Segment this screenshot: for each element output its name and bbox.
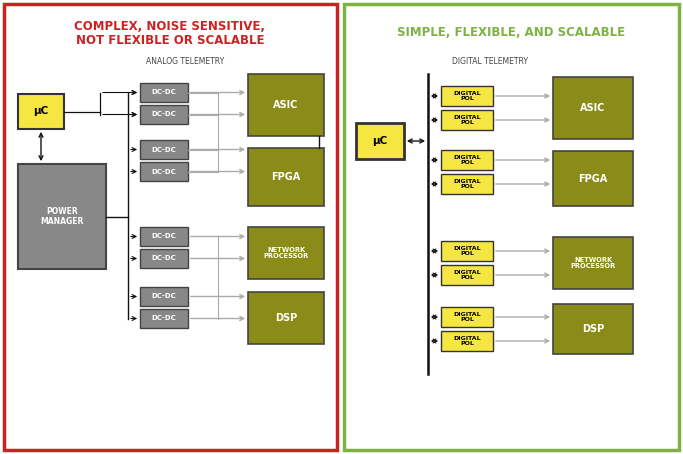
Bar [140,287,188,306]
Bar [441,241,493,261]
Bar [140,249,188,268]
Bar [441,174,493,194]
Bar [441,110,493,130]
Text: DIGITAL
POL: DIGITAL POL [454,114,481,125]
Bar [140,309,188,328]
Bar [553,151,633,206]
Text: POWER
MANAGER: POWER MANAGER [40,207,84,226]
Text: FPGA: FPGA [579,173,608,183]
Text: DC-DC: DC-DC [152,233,176,240]
Bar [140,105,188,124]
Text: DSP: DSP [582,324,604,334]
Text: DC-DC: DC-DC [152,293,176,300]
Bar [18,94,64,129]
Text: NETWORK
PROCESSOR: NETWORK PROCESSOR [264,247,309,260]
Text: ASIC: ASIC [273,100,298,110]
Bar [140,227,188,246]
Text: DIGITAL
POL: DIGITAL POL [454,246,481,257]
Bar [553,77,633,139]
Text: FPGA: FPGA [271,172,301,182]
Text: DC-DC: DC-DC [152,316,176,321]
Bar [140,162,188,181]
Text: DIGITAL
POL: DIGITAL POL [454,155,481,165]
Bar [441,307,493,327]
Text: ANALOG TELEMETRY: ANALOG TELEMETRY [146,58,224,66]
Bar [248,292,324,344]
Text: DC-DC: DC-DC [152,168,176,174]
Text: DC-DC: DC-DC [152,147,176,153]
Text: COMPLEX, NOISE SENSITIVE,: COMPLEX, NOISE SENSITIVE, [74,20,266,34]
Text: ASIC: ASIC [581,103,606,113]
Bar [248,74,324,136]
Text: DSP: DSP [275,313,297,323]
Bar [441,86,493,106]
Bar [553,237,633,289]
Text: DIGITAL
POL: DIGITAL POL [454,270,481,281]
Text: NOT FLEXIBLE OR SCALABLE: NOT FLEXIBLE OR SCALABLE [76,35,264,48]
Text: DIGITAL TELEMETRY: DIGITAL TELEMETRY [452,58,528,66]
Bar [553,304,633,354]
Text: DC-DC: DC-DC [152,89,176,95]
Text: DIGITAL
POL: DIGITAL POL [454,336,481,346]
Bar [441,331,493,351]
Text: NETWORK
PROCESSOR: NETWORK PROCESSOR [570,257,615,270]
Text: μC: μC [372,136,388,146]
Bar [248,227,324,279]
Bar [441,150,493,170]
Text: DC-DC: DC-DC [152,112,176,118]
Text: DIGITAL
POL: DIGITAL POL [454,91,481,101]
Bar [140,83,188,102]
Text: μC: μC [33,107,48,117]
Bar [248,148,324,206]
Text: DIGITAL
POL: DIGITAL POL [454,178,481,189]
Bar [344,4,679,450]
Text: SIMPLE, FLEXIBLE, AND SCALABLE: SIMPLE, FLEXIBLE, AND SCALABLE [397,25,625,39]
Bar [140,140,188,159]
Text: DIGITAL
POL: DIGITAL POL [454,311,481,322]
Bar [356,123,404,159]
Bar [441,265,493,285]
Bar [4,4,337,450]
Bar [18,164,106,269]
Text: DC-DC: DC-DC [152,256,176,262]
